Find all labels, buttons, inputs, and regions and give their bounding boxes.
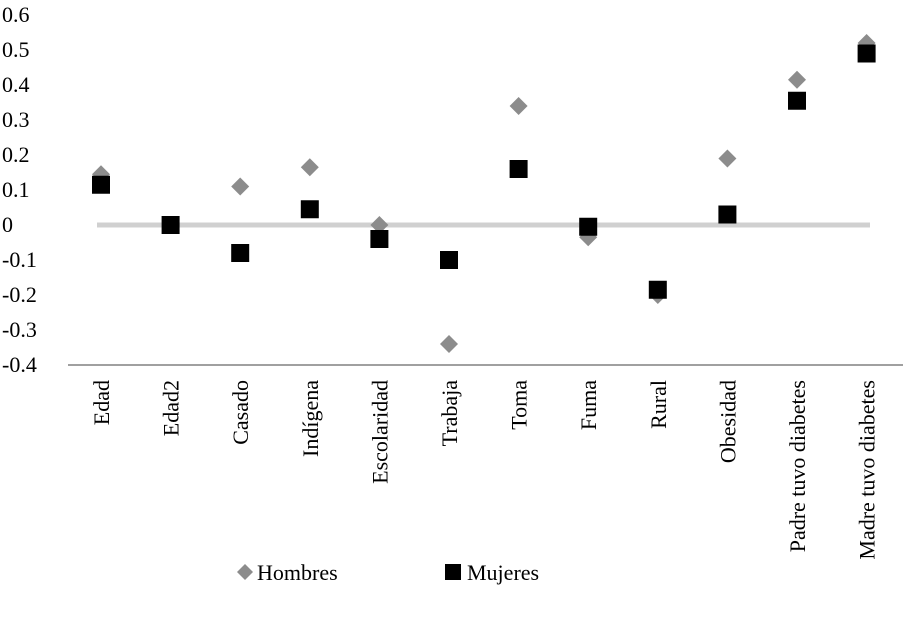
category-label-rural: Rural (646, 380, 671, 429)
y-tick-label: 0.1 (2, 177, 30, 202)
legend-item-mujeres: Mujeres (445, 560, 539, 585)
point-mujeres-indigena (300, 200, 319, 219)
y-tick-label: 0 (2, 212, 13, 237)
legend-label-hombres: Hombres (257, 560, 338, 585)
data-points (92, 34, 876, 353)
y-tick-label: -0.2 (2, 282, 37, 307)
x-axis-category-labels: Edad Edad2 Casado Indígena Escolaridad Trabaj… (89, 380, 880, 560)
y-tick-label: 0.5 (2, 37, 30, 62)
category-label-padre-tuvo-diabetes: Padre tuvo diabetes (785, 380, 810, 552)
legend: Hombres Mujeres (237, 560, 539, 585)
y-tick-label: 0.2 (2, 142, 30, 167)
y-tick-label: 0.3 (2, 107, 30, 132)
point-mujeres-obesidad (718, 205, 737, 224)
category-label-edad2: Edad2 (159, 380, 184, 436)
category-label-obesidad: Obesidad (715, 380, 740, 463)
point-mujeres-edad2 (161, 216, 180, 234)
category-label-escolaridad: Escolaridad (367, 380, 392, 484)
category-label-fuma: Fuma (576, 380, 601, 430)
y-tick-label: -0.3 (2, 317, 37, 342)
point-mujeres-trabaja (440, 251, 458, 269)
point-hombres-obesidad (718, 149, 737, 168)
legend-label-mujeres: Mujeres (467, 560, 539, 585)
category-label-toma: Toma (507, 380, 532, 430)
category-label-edad: Edad (89, 380, 114, 425)
point-hombres-escolaridad (370, 216, 389, 234)
legend-item-hombres: Hombres (237, 560, 338, 585)
point-mujeres-casado (231, 244, 250, 262)
point-mujeres-edad (92, 175, 110, 194)
legend-diamond-icon (237, 564, 253, 580)
category-label-indigena: Indígena (298, 380, 323, 457)
category-label-madre-tuvo-diabetes: Madre tuvo diabetes (855, 380, 880, 560)
point-hombres-toma (509, 97, 528, 115)
category-label-trabaja: Trabaja (437, 380, 462, 447)
y-tick-label: 0.4 (2, 72, 30, 97)
point-mujeres-escolaridad (370, 230, 389, 248)
y-tick-label: 0.6 (2, 2, 30, 27)
point-mujeres-fuma (579, 217, 598, 236)
y-tick-label: -0.1 (2, 247, 37, 272)
y-axis-tick-labels: 0.6 0.5 0.4 0.3 0.2 0.1 0 -0.1 -0.2 -0.3 -0.4 (2, 2, 37, 377)
point-mujeres-madre-tuvo-diabetes (857, 44, 876, 63)
point-hombres-padre-tuvo-diabetes (788, 70, 806, 89)
y-tick-label: -0.4 (2, 352, 37, 377)
point-hombres-casado (231, 177, 250, 196)
legend-square-icon (445, 564, 461, 580)
point-hombres-indigena (300, 158, 319, 177)
point-mujeres-padre-tuvo-diabetes (788, 91, 806, 110)
category-label-casado: Casado (228, 380, 253, 445)
point-mujeres-toma (509, 160, 528, 178)
point-hombres-trabaja (440, 335, 458, 353)
point-mujeres-rural (648, 280, 667, 299)
